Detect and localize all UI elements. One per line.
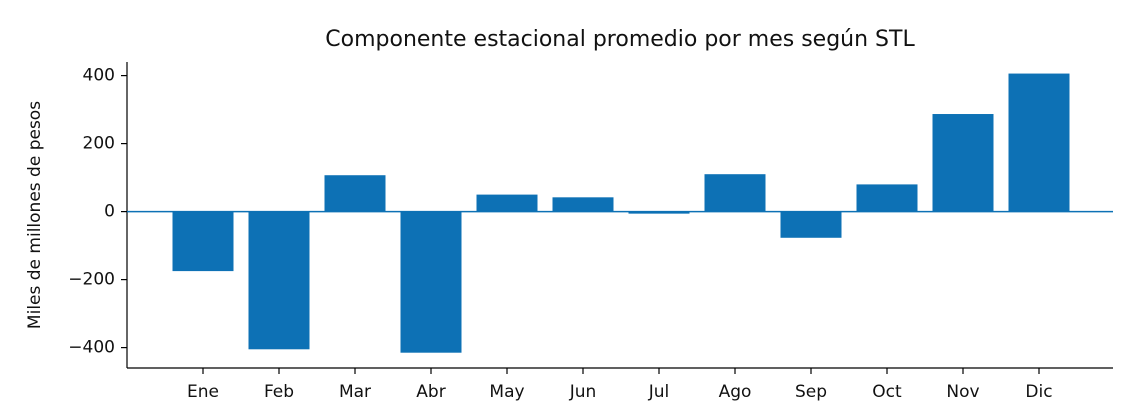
x-tick-label: Oct <box>872 382 902 402</box>
bar <box>1008 73 1070 212</box>
bar <box>628 211 690 214</box>
x-tick-label: Ago <box>719 382 752 402</box>
y-tick-label: 400 <box>83 66 115 86</box>
y-axis-label: Miles de millones de pesos <box>25 101 45 329</box>
x-tick-label: Nov <box>946 382 979 402</box>
x-tick-label: Jul <box>648 382 670 402</box>
bar <box>172 211 234 272</box>
chart-title: Componente estacional promedio por mes s… <box>325 27 915 52</box>
x-tick-label: Jun <box>569 382 597 402</box>
x-tick-label: Sep <box>795 382 827 402</box>
y-tick-label: 200 <box>83 134 115 154</box>
bar <box>932 114 994 212</box>
y-tick-label: 0 <box>104 202 115 222</box>
y-tick-label: −400 <box>68 338 115 358</box>
y-tick-label: −200 <box>68 270 115 290</box>
x-tick-label: May <box>489 382 524 402</box>
bar <box>248 211 310 350</box>
bar <box>856 184 918 212</box>
bar <box>400 211 462 353</box>
bar <box>324 175 386 212</box>
x-tick-label: Ene <box>187 382 219 402</box>
bar <box>780 211 842 238</box>
bar <box>476 194 538 212</box>
x-tick-label: Feb <box>264 382 294 402</box>
x-tick-label: Abr <box>416 382 445 402</box>
bar <box>704 174 766 212</box>
bar <box>552 197 614 212</box>
x-tick-label: Mar <box>339 382 371 402</box>
x-tick-label: Dic <box>1025 382 1052 402</box>
